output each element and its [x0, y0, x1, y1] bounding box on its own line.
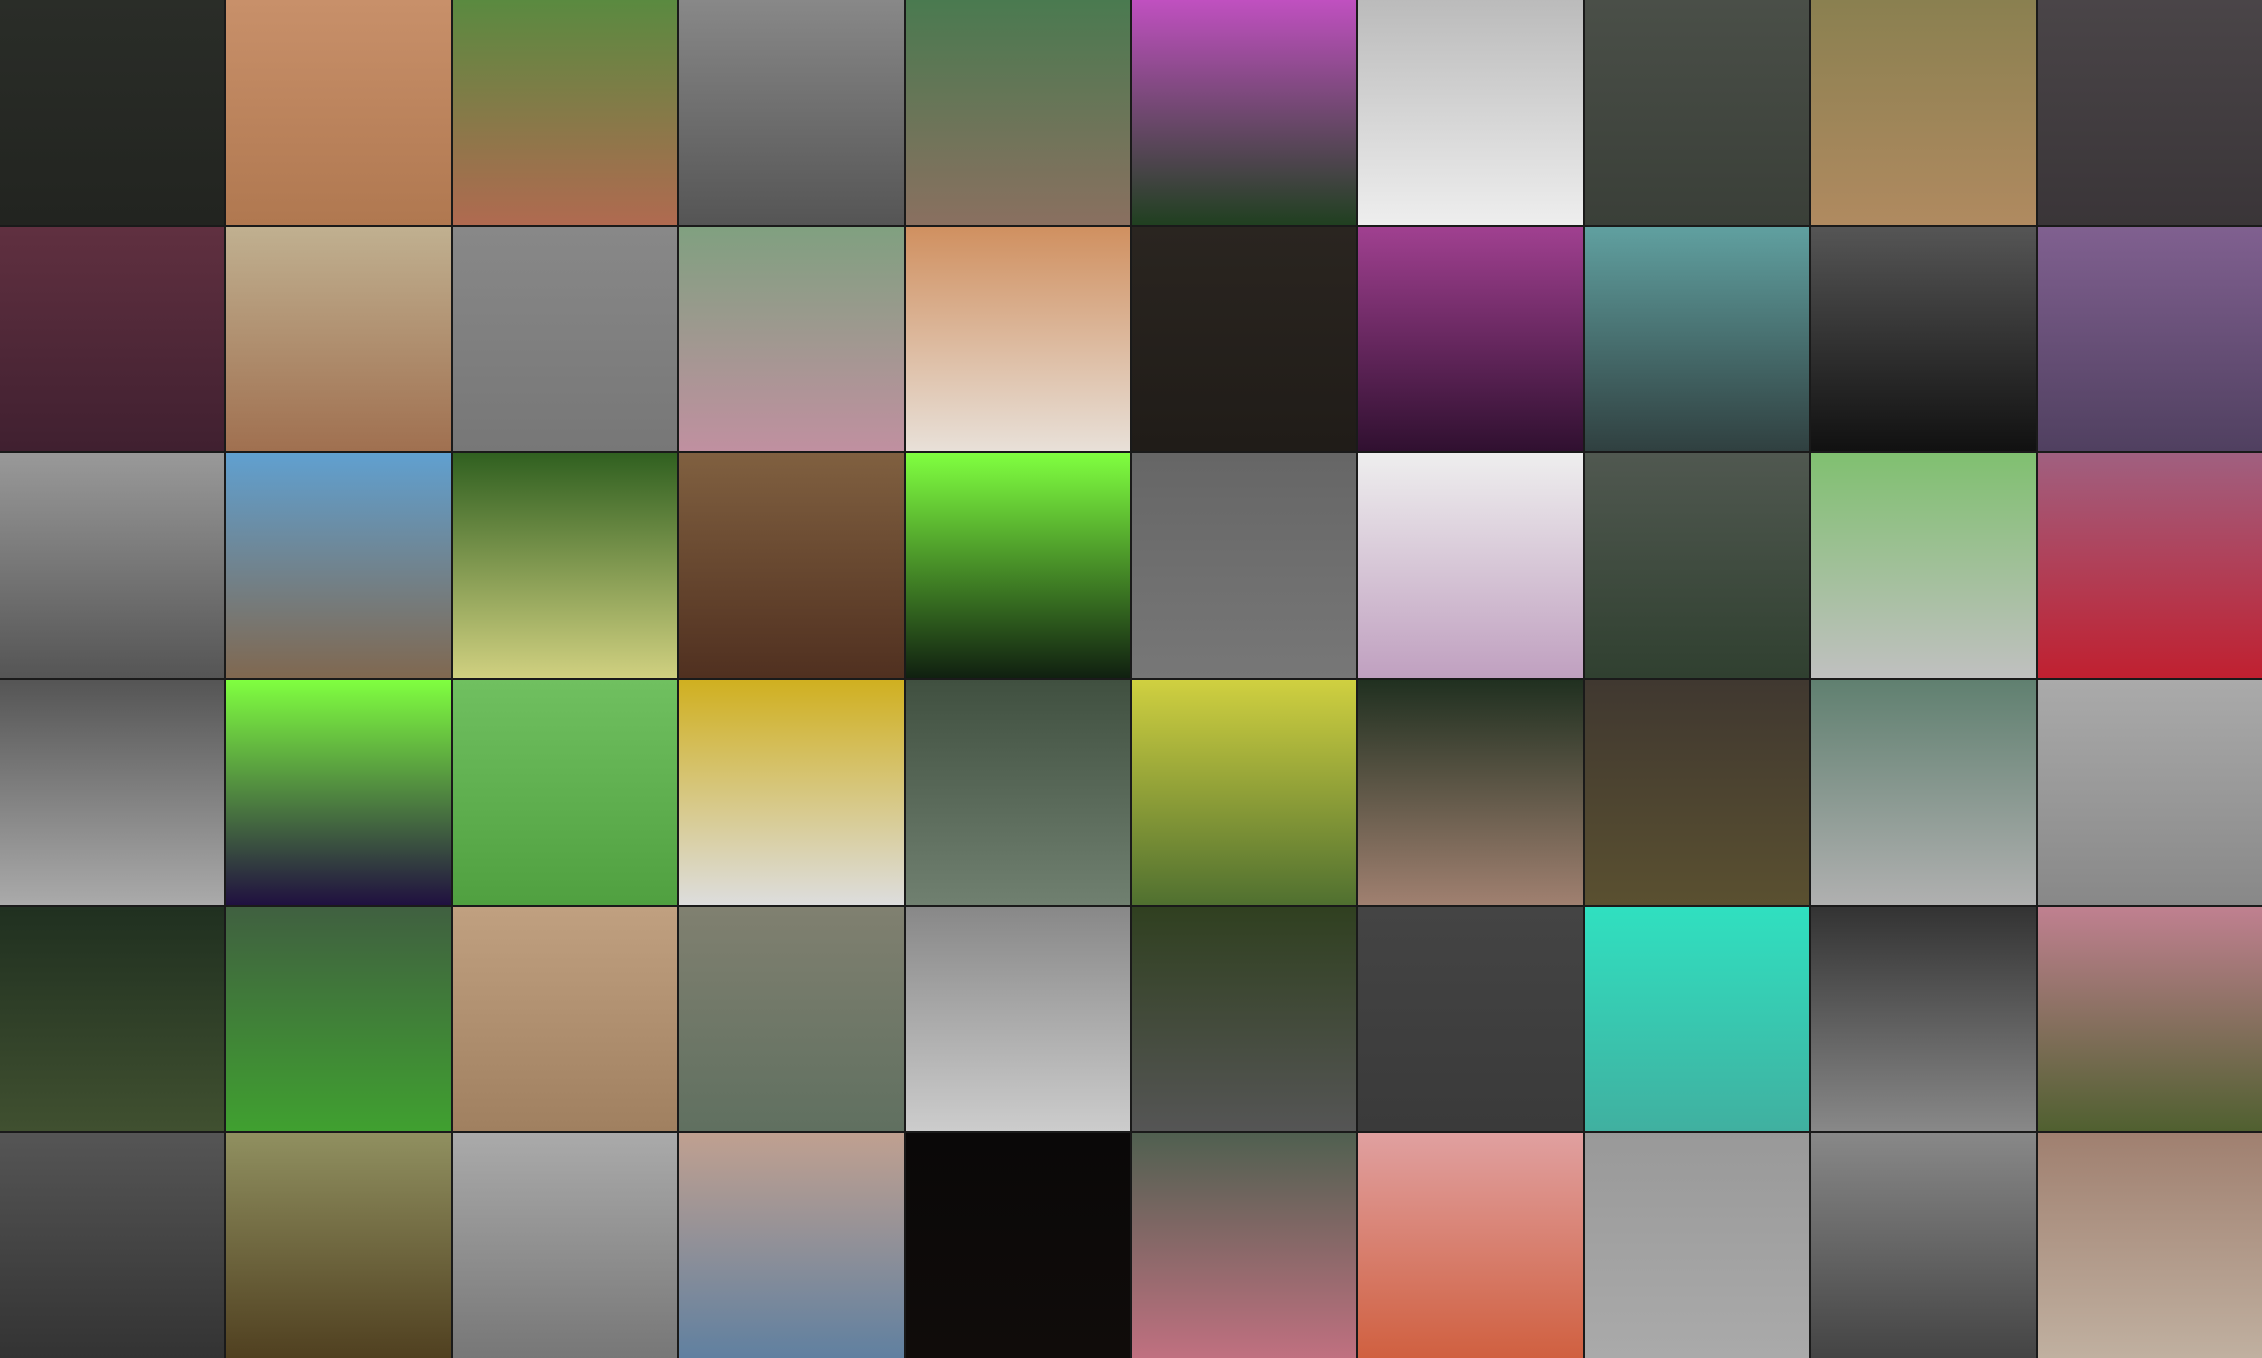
photo-tile [452, 906, 678, 1132]
photo-tile [1358, 453, 1583, 678]
photo-tile [905, 226, 1130, 452]
photo-tile [1584, 680, 1810, 905]
photo-tile [905, 0, 1130, 225]
photo-tile [226, 226, 451, 452]
photo-tile [679, 0, 904, 225]
photo-tile [1131, 1133, 1357, 1358]
photo-tile [1358, 1133, 1583, 1358]
photo-tile [2037, 0, 2262, 225]
photo-tile [1811, 453, 2036, 678]
photo-tile [1811, 680, 2036, 905]
photo-tile [1358, 680, 1583, 905]
photo-tile [0, 453, 225, 678]
photo-tile [679, 680, 904, 905]
photo-tile [1811, 0, 2036, 225]
photo-tile [1131, 453, 1357, 678]
photo-tile [905, 906, 1130, 1132]
photo-tile [2037, 680, 2262, 905]
photo-tile [452, 453, 678, 678]
photo-tile [0, 680, 225, 905]
photo-tile [226, 1133, 451, 1358]
photo-tile [1131, 906, 1357, 1132]
photo-tile [0, 226, 225, 452]
photo-tile [905, 453, 1130, 678]
photo-tile [679, 906, 904, 1132]
photo-tile [452, 226, 678, 452]
photo-tile [1358, 226, 1583, 452]
photo-tile [1584, 906, 1810, 1132]
photo-tile [679, 1133, 904, 1358]
photo-tile [679, 453, 904, 678]
photo-tile [452, 680, 678, 905]
photo-tile [226, 680, 451, 905]
photo-tile [452, 1133, 678, 1358]
photo-tile [2037, 906, 2262, 1132]
photo-tile [452, 0, 678, 225]
photo-tile [679, 226, 904, 452]
photo-tile [1584, 1133, 1810, 1358]
photo-tile [2037, 1133, 2262, 1358]
photo-tile [1584, 453, 1810, 678]
photo-tile [1811, 906, 2036, 1132]
photo-tile [1131, 680, 1357, 905]
photo-tile [1584, 226, 1810, 452]
photo-tile [1584, 0, 1810, 225]
photo-tile [2037, 226, 2262, 452]
photo-tile [1358, 0, 1583, 225]
photo-tile [226, 0, 451, 225]
photo-tile [905, 680, 1130, 905]
photo-tile [1811, 226, 2036, 452]
photo-tile [0, 906, 225, 1132]
photo-tile [0, 0, 225, 225]
photo-tile [226, 453, 451, 678]
photo-tile [1811, 1133, 2036, 1358]
photo-tile [1358, 906, 1583, 1132]
photo-tile [1131, 226, 1357, 452]
photo-tile [226, 906, 451, 1132]
photo-tile [2037, 453, 2262, 678]
photo-tile [905, 1133, 1130, 1358]
photo-tile [1131, 0, 1357, 225]
photo-tile [0, 1133, 225, 1358]
